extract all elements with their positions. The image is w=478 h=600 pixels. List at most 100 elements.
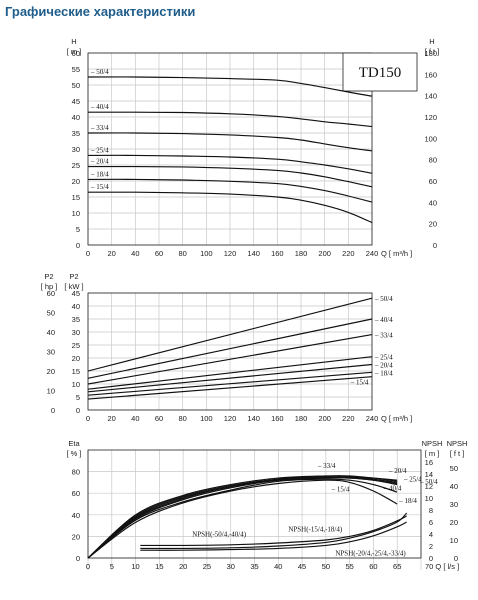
head-curve <box>87 191 373 224</box>
y-right-tick-label: 20 <box>429 220 437 229</box>
curve-label: – 18/4 <box>374 369 393 377</box>
curve-label: – 20/4 <box>90 158 109 166</box>
power-curve <box>87 297 373 372</box>
curve-label: – 25/4 <box>403 475 422 483</box>
curve-label: – 50/4 <box>374 295 393 303</box>
npsh-ft-tick-label: 20 <box>450 518 458 527</box>
x-tick-label: 240 <box>366 414 379 423</box>
y-hp-tick-label: 10 <box>47 387 55 396</box>
x-tick-label: 220 <box>342 249 355 258</box>
x-tick-label: 10 <box>131 562 139 571</box>
y-right-tick-label: 180 <box>424 49 437 58</box>
y-tick-label: 40 <box>72 113 80 122</box>
x-tick-label: 25 <box>203 562 211 571</box>
npsh-m-tick-label: 10 <box>425 494 433 503</box>
x-tick-label: 100 <box>200 414 213 423</box>
npsh-m-tick-label: 8 <box>429 506 433 515</box>
y-tick-label: 35 <box>72 129 80 138</box>
page-title: Графические характеристики <box>5 4 196 19</box>
x-tick-label: 0 <box>86 414 90 423</box>
npsh-curve <box>140 512 408 550</box>
x-tick-label: 120 <box>224 414 237 423</box>
y-axis-unit: [ % ] <box>66 449 81 458</box>
y-tick-label: 25 <box>72 161 80 170</box>
y-tick-label: 60 <box>72 489 80 498</box>
y-tick-label: 60 <box>72 49 80 58</box>
model-label: TD150 <box>359 65 402 81</box>
efficiency-curve <box>87 477 398 559</box>
y-axis-title: P2 <box>69 272 78 281</box>
npsh-ft-tick-label: 10 <box>450 536 458 545</box>
y-hp-tick-label: 20 <box>47 367 55 376</box>
npsh-m-tick-label: 2 <box>429 542 433 551</box>
y-axis-title: Eta <box>68 439 80 448</box>
y-tick-label: 0 <box>76 241 80 250</box>
npsh-ft-tick-label: 0 <box>454 554 458 563</box>
curve-label: – 15/4 <box>331 485 350 493</box>
x-tick-label: 50 <box>322 562 330 571</box>
y-tick-label: 20 <box>72 177 80 186</box>
x-tick-label: 240 <box>366 249 379 258</box>
y-tick-label: 35 <box>72 315 80 324</box>
x-tick-label: 60 <box>369 562 377 571</box>
model-box <box>342 52 418 92</box>
y-tick-label: 25 <box>72 341 80 350</box>
x-tick-label: 55 <box>345 562 353 571</box>
y-tick-label: 0 <box>76 406 80 415</box>
efficiency-curve <box>87 478 398 559</box>
y-tick-label: 10 <box>72 209 80 218</box>
npsh-m-axis-unit: [ m ] <box>425 449 440 458</box>
efficiency-npsh-chart: 0 5 10 15 20 25 30 35 40 45 50 55 60 6502040608002468… <box>66 439 467 571</box>
y-hp-tick-label: 30 <box>47 348 55 357</box>
y-tick-label: 5 <box>76 225 80 234</box>
y-tick-label: 5 <box>76 393 80 402</box>
y-right-tick-label: 120 <box>424 113 437 122</box>
head-curve <box>87 76 373 97</box>
x-tick-label: 220 <box>342 414 355 423</box>
npsh-m-tick-label: 12 <box>425 482 433 491</box>
efficiency-curve <box>87 476 398 559</box>
y-tick-label: 40 <box>72 511 80 520</box>
x-axis-title: 70 Q [ l/s ] <box>425 562 459 571</box>
x-tick-label: 100 <box>200 249 213 258</box>
curve-label: – 40/4 <box>374 316 393 324</box>
curve-label: – 15/4 <box>90 183 109 191</box>
y-right-tick-label: 140 <box>424 92 437 101</box>
npsh-curve <box>140 515 407 547</box>
y-right-axis-unit: [ f t ] <box>425 47 440 56</box>
x-tick-label: 15 <box>155 562 163 571</box>
y-axis-unit: [ m ] <box>67 47 82 56</box>
curve-label: – 25/4 <box>374 354 393 362</box>
x-tick-label: 5 <box>110 562 114 571</box>
npsh-ft-tick-label: 50 <box>450 464 458 473</box>
curve-label: – 15/4 <box>350 378 369 386</box>
power-curve <box>87 334 373 385</box>
y-right-tick-label: 40 <box>429 198 437 207</box>
y-tick-label: 0 <box>76 554 80 563</box>
y-tick-label: 45 <box>72 97 80 106</box>
x-tick-label: 200 <box>318 249 331 258</box>
head-curve <box>87 165 373 188</box>
npsh-m-tick-label: 0 <box>429 554 433 563</box>
y-tick-label: 15 <box>72 367 80 376</box>
x-tick-label: 40 <box>131 414 139 423</box>
npsh-curve-label: NPSH(-20/4,-25/4,-33/4) <box>335 550 406 558</box>
x-tick-label: 80 <box>178 249 186 258</box>
y-tick-label: 55 <box>72 65 80 74</box>
plot-frame <box>87 449 422 559</box>
x-tick-label: 160 <box>271 414 284 423</box>
x-tick-label: 200 <box>318 414 331 423</box>
y-right-tick-label: 80 <box>429 156 437 165</box>
y-right-tick-label: 100 <box>424 134 437 143</box>
y-hp-axis-title: P2 <box>44 272 53 281</box>
curve-label: – 33/4 <box>374 332 393 340</box>
curve-label: – 40/4 <box>90 103 109 111</box>
y-tick-label: 30 <box>72 328 80 337</box>
x-tick-label: 45 <box>298 562 306 571</box>
y-tick-label: 15 <box>72 193 80 202</box>
x-tick-label: 20 <box>179 562 187 571</box>
x-tick-label: 140 <box>247 414 260 423</box>
curve-label: – 18/4 <box>90 170 109 178</box>
curve-label: – 50/4 <box>90 68 109 76</box>
